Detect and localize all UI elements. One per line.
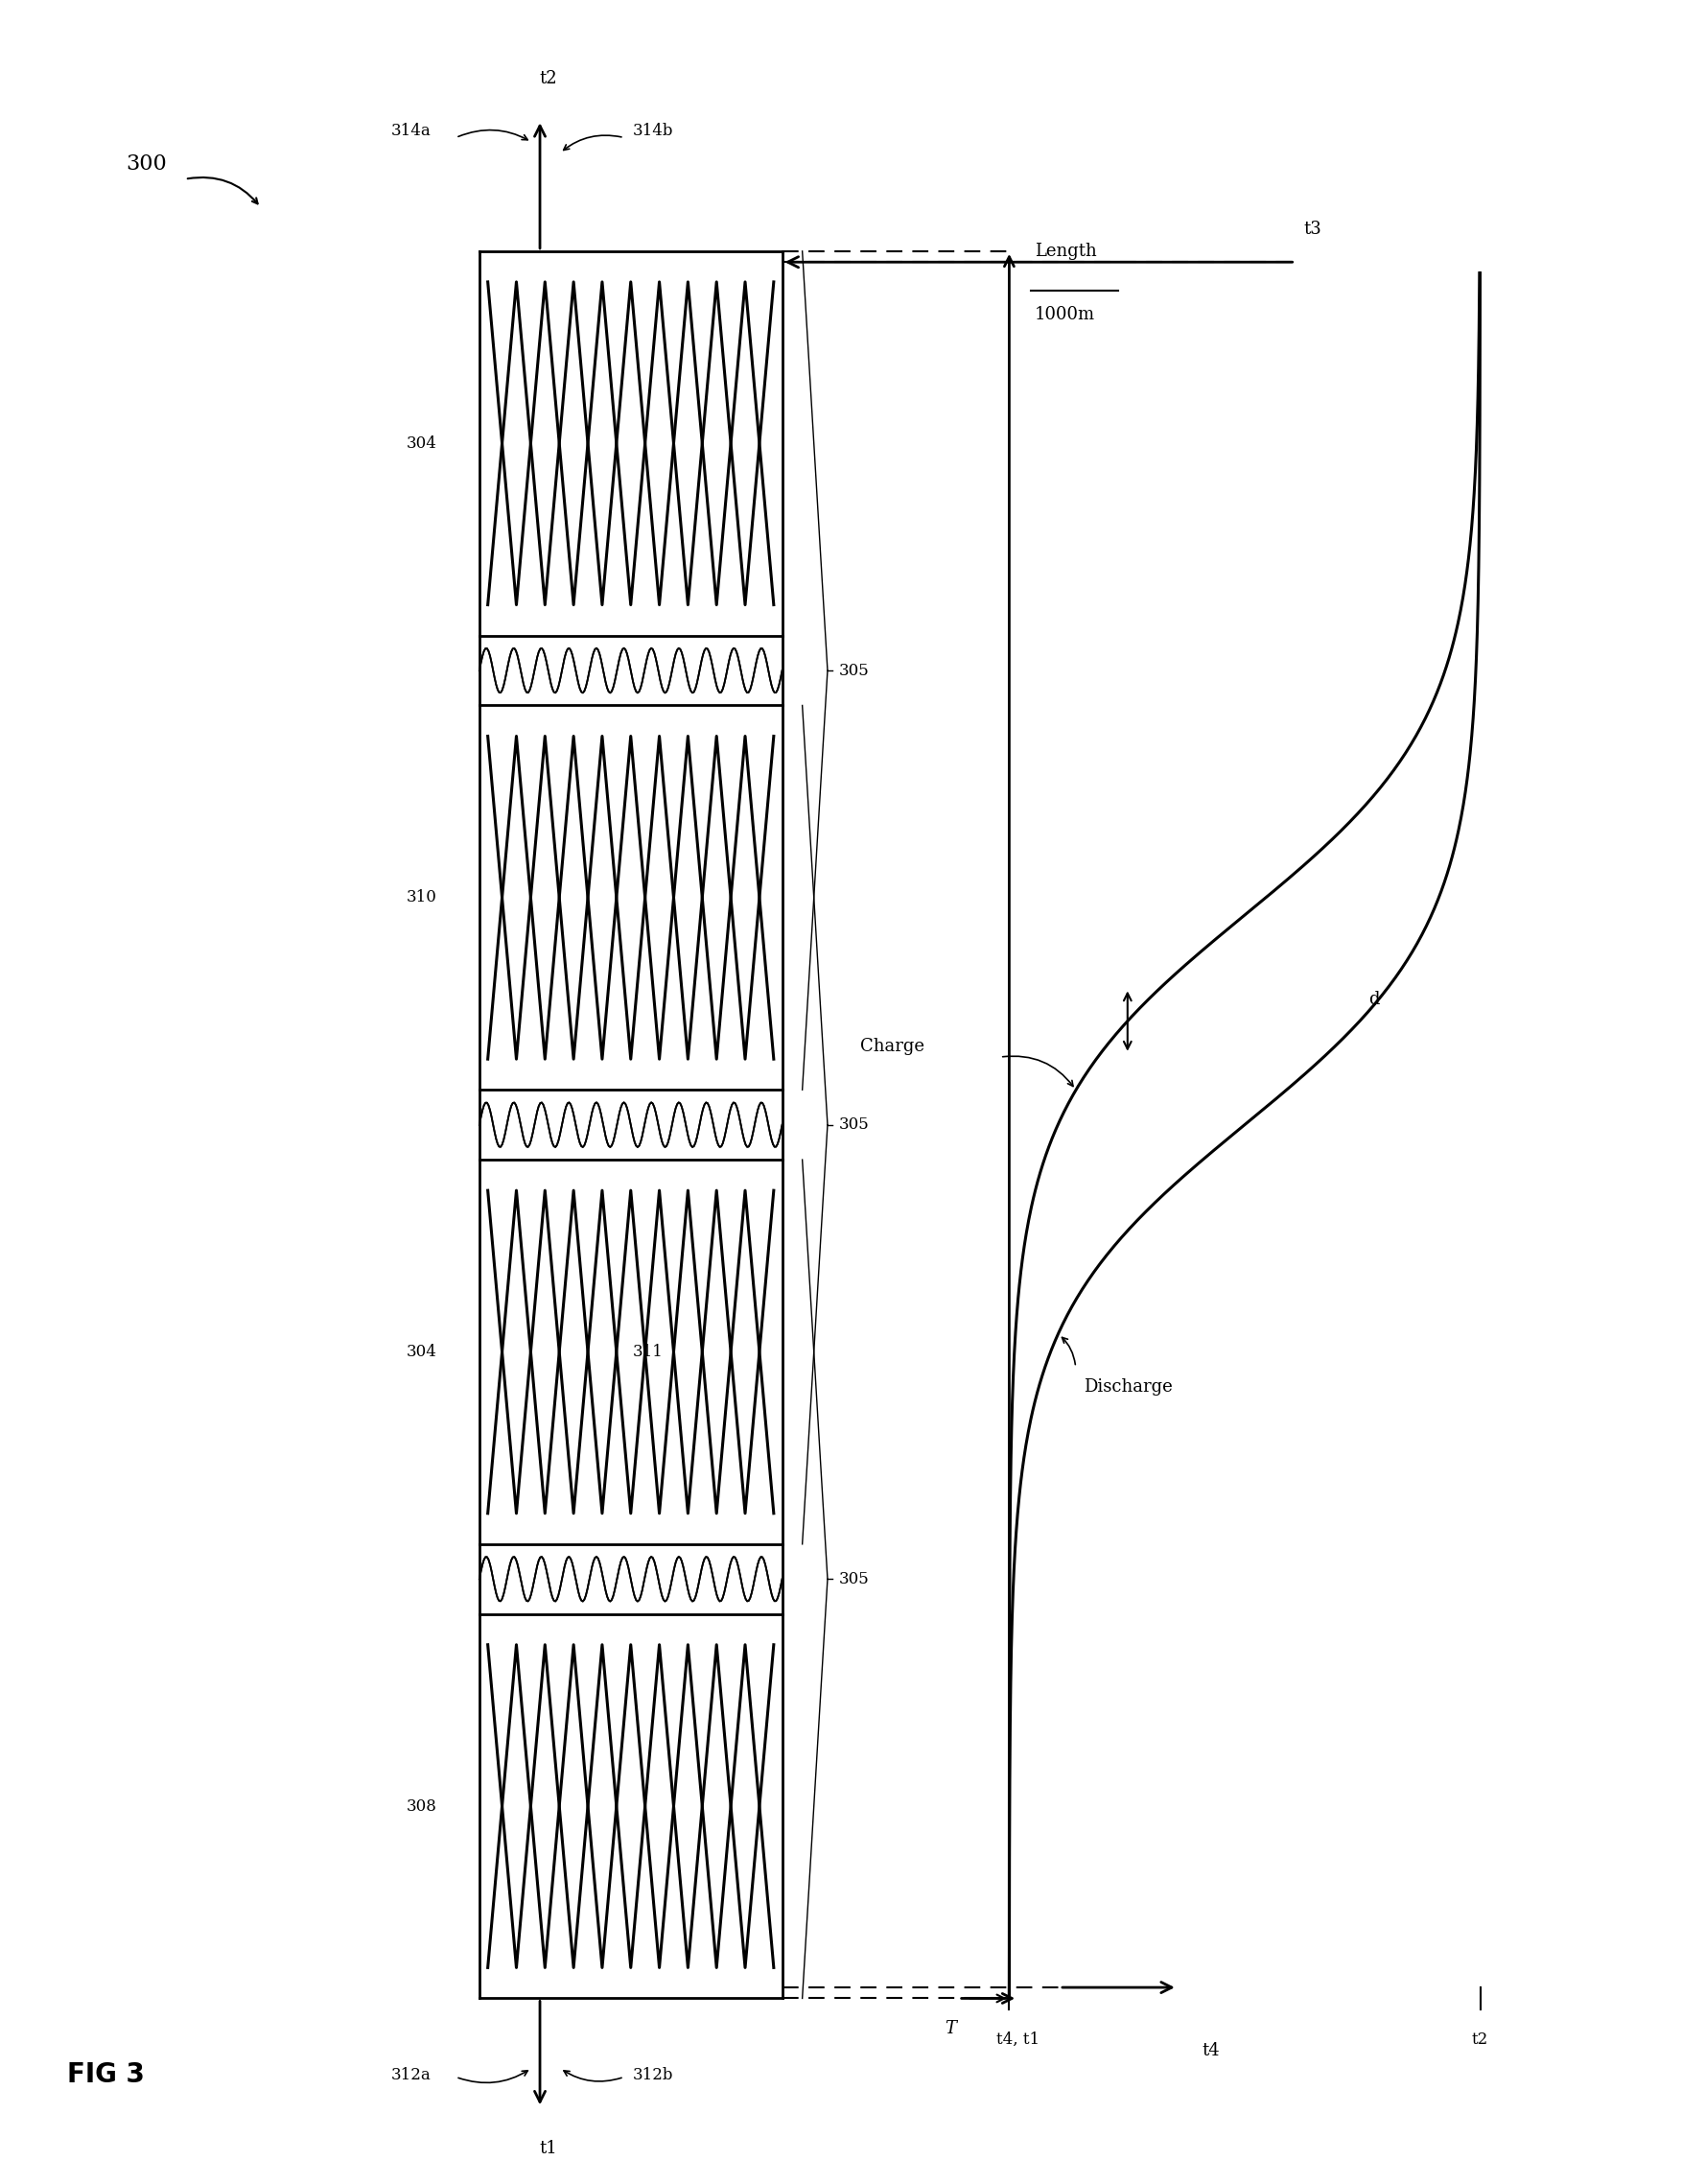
Text: 304: 304 [407,1343,437,1361]
Text: t1: t1 [540,2140,557,2158]
Text: 310: 310 [407,889,437,906]
Text: Charge: Charge [860,1037,925,1055]
Text: t3: t3 [1304,221,1322,238]
Text: 1000m: 1000m [1034,306,1095,323]
Text: t2: t2 [1472,2031,1489,2046]
Text: 305: 305 [839,1570,870,1588]
Text: t4: t4 [1203,2042,1219,2060]
Text: t2: t2 [540,70,557,87]
Text: 314a: 314a [390,122,431,140]
Text: 305: 305 [839,662,870,679]
Text: FIG 3: FIG 3 [67,2062,145,2088]
Text: 312a: 312a [390,2066,431,2084]
Text: 308: 308 [407,1797,437,1815]
Text: Discharge: Discharge [1083,1378,1172,1396]
Text: t4, t1: t4, t1 [996,2031,1039,2046]
Text: T: T [945,2020,955,2038]
Text: 314b: 314b [632,122,673,140]
Text: 300: 300 [126,153,167,175]
Text: Length: Length [1034,242,1097,260]
Text: 304: 304 [407,435,437,452]
Text: d: d [1367,992,1379,1007]
Text: 312b: 312b [632,2066,673,2084]
Text: 311: 311 [632,1343,663,1361]
Text: 305: 305 [839,1116,870,1133]
